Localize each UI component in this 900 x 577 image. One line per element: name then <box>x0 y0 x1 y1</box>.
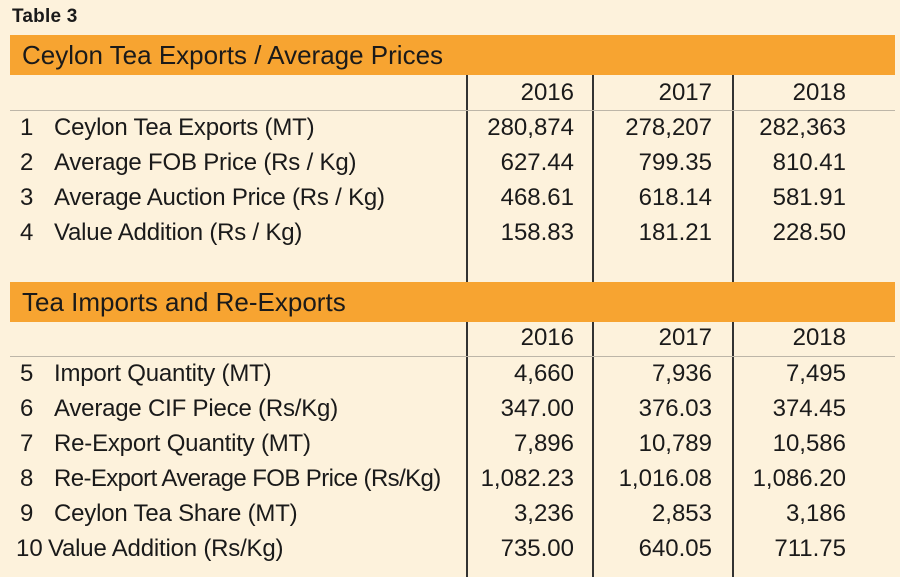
row-number: 6 <box>20 395 34 422</box>
row-label: Average Auction Price (Rs / Kg) <box>54 184 385 211</box>
row-value-2018: 3,186 <box>785 500 846 527</box>
table-row: 5 Import Quantity (MT) 4,660 7,936 7,495 <box>10 360 895 395</box>
row-value-2016: 347.00 <box>500 395 574 422</box>
column-separator <box>592 75 594 283</box>
row-label: Average FOB Price (Rs / Kg) <box>54 149 357 176</box>
row-value-2016: 1,082.23 <box>480 465 574 492</box>
row-number: 4 <box>20 219 34 246</box>
table-row: 4 Value Addition (Rs / Kg) 158.83 181.21… <box>10 219 895 254</box>
row-value-2018: 228.50 <box>772 219 846 246</box>
table-row: 6 Average CIF Piece (Rs/Kg) 347.00 376.0… <box>10 395 895 430</box>
table-row: 8 Re-Export Average FOB Price (Rs/Kg) 1,… <box>10 465 895 500</box>
row-value-2017: 2,853 <box>651 500 712 527</box>
year-header: 2017 <box>658 79 712 106</box>
row-number: 7 <box>20 430 34 457</box>
year-header: 2018 <box>792 324 846 351</box>
section2-title: Tea Imports and Re-Exports <box>10 282 895 322</box>
row-value-2016: 3,236 <box>513 500 574 527</box>
row-label: Value Addition (Rs / Kg) <box>54 219 303 246</box>
year-header: 2016 <box>520 79 574 106</box>
row-value-2016: 4,660 <box>513 360 574 387</box>
row-value-2017: 181.21 <box>638 219 712 246</box>
row-value-2018: 711.75 <box>774 535 846 562</box>
row-value-2018: 10,586 <box>772 430 846 457</box>
section2-title-text: Tea Imports and Re-Exports <box>22 286 346 317</box>
row-label: Value Addition (Rs/Kg) <box>48 535 284 562</box>
row-number: 2 <box>20 149 34 176</box>
row-number: 10 <box>16 535 43 562</box>
year-header: 2016 <box>520 324 574 351</box>
row-value-2018: 581.91 <box>772 184 846 211</box>
table-row: 9 Ceylon Tea Share (MT) 3,236 2,853 3,18… <box>10 500 895 535</box>
year-header: 2017 <box>658 324 712 351</box>
column-separator <box>466 75 468 283</box>
row-value-2016: 280,874 <box>487 114 574 141</box>
row-value-2017: 799.35 <box>638 149 712 176</box>
year-header: 2018 <box>792 79 846 106</box>
row-number: 5 <box>20 360 34 387</box>
table-row: 2 Average FOB Price (Rs / Kg) 627.44 799… <box>10 149 895 184</box>
section1-title-text: Ceylon Tea Exports / Average Prices <box>22 39 444 70</box>
column-separator <box>592 322 594 577</box>
header-rule <box>10 110 895 111</box>
row-label: Re-Export Quantity (MT) <box>54 430 311 457</box>
table-row: 10 Value Addition (Rs/Kg) 735.00 640.05 … <box>10 535 895 570</box>
section1-year-header: 2016 2017 2018 <box>10 79 895 114</box>
row-number: 9 <box>20 500 34 527</box>
row-value-2017: 1,016.08 <box>618 465 712 492</box>
row-value-2016: 7,896 <box>513 430 574 457</box>
row-value-2016: 627.44 <box>500 149 574 176</box>
column-separator <box>732 322 734 577</box>
row-value-2018: 7,495 <box>785 360 846 387</box>
row-number: 1 <box>20 114 34 141</box>
column-separator <box>466 322 468 577</box>
table-row: 3 Average Auction Price (Rs / Kg) 468.61… <box>10 184 895 219</box>
row-number: 8 <box>20 465 34 492</box>
section2-year-header: 2016 2017 2018 <box>10 324 895 359</box>
row-value-2016: 735.00 <box>500 535 574 562</box>
row-value-2016: 468.61 <box>500 184 574 211</box>
row-value-2016: 158.83 <box>500 219 574 246</box>
row-label: Import Quantity (MT) <box>54 360 272 387</box>
row-value-2017: 278,207 <box>625 114 712 141</box>
row-label: Ceylon Tea Exports (MT) <box>54 114 315 141</box>
row-value-2017: 10,789 <box>638 430 712 457</box>
row-value-2018: 374.45 <box>772 395 846 422</box>
row-value-2018: 810.41 <box>772 149 846 176</box>
header-rule <box>10 356 895 357</box>
row-value-2017: 7,936 <box>651 360 712 387</box>
row-label: Re-Export Average FOB Price (Rs/Kg) <box>54 465 441 492</box>
column-separator <box>732 75 734 283</box>
row-number: 3 <box>20 184 34 211</box>
section1-title: Ceylon Tea Exports / Average Prices <box>10 35 895 75</box>
row-value-2018: 1,086.20 <box>752 465 846 492</box>
table-row: 1 Ceylon Tea Exports (MT) 280,874 278,20… <box>10 114 895 149</box>
table-label: Table 3 <box>12 6 78 27</box>
row-value-2017: 640.05 <box>638 535 712 562</box>
row-value-2017: 376.03 <box>638 395 712 422</box>
row-label: Average CIF Piece (Rs/Kg) <box>54 395 338 422</box>
row-value-2018: 282,363 <box>759 114 846 141</box>
row-label: Ceylon Tea Share (MT) <box>54 500 298 527</box>
row-value-2017: 618.14 <box>638 184 712 211</box>
table-row: 7 Re-Export Quantity (MT) 7,896 10,789 1… <box>10 430 895 465</box>
